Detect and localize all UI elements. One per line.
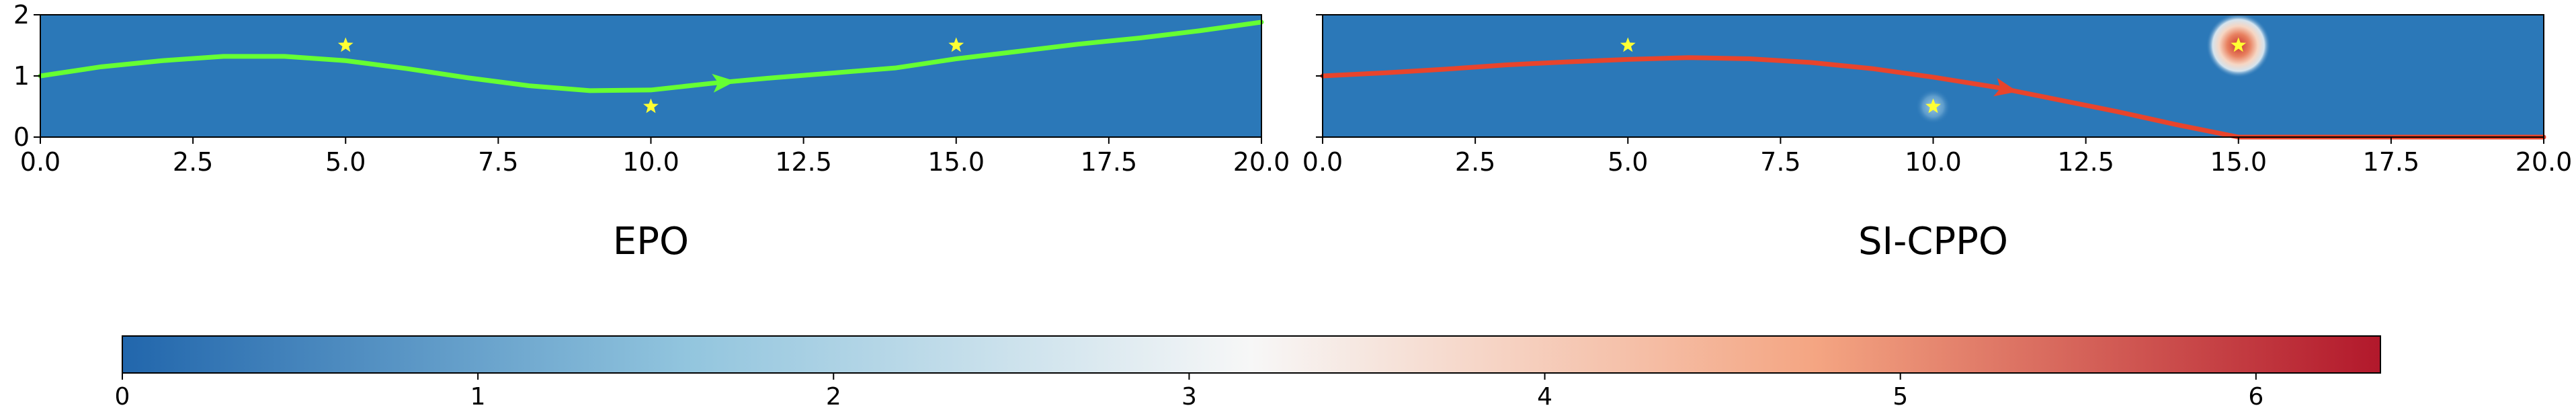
x-tick-label: 15.0 [2210,147,2267,177]
panel-title: SI-CPPO [1858,220,2008,263]
x-tick-label: 7.5 [1760,147,1800,177]
y-tick-label: 2 [13,0,30,30]
goal-star [2231,37,2247,52]
x-tick-label: 2.5 [173,147,213,177]
colorbar-gradient [122,335,2381,374]
colorbar: 0 1 2 3 4 5 6 [115,335,2381,411]
x-tick-label: 12.5 [775,147,832,177]
colorbar-tick-label: 1 [470,383,486,411]
trajectory-arrow [1993,78,2018,97]
y-tick-label: 1 [13,61,30,91]
plot-background [40,15,1261,137]
panel-title: EPO [613,220,689,263]
x-tick-label: 2.5 [1455,147,1495,177]
colorbar-tick-label: 4 [1537,383,1552,411]
goal-star [1620,37,1636,52]
goal-star [337,37,354,52]
x-tick-label: 20.0 [1233,147,1290,177]
x-tick-label: 20.0 [2516,147,2573,177]
x-tick-label: 0.0 [20,147,60,177]
trajectory-line [38,19,1264,93]
x-tick-label: 10.0 [1905,147,1962,177]
panel-epo: 0.0 2.5 5.0 7.5 10.0 12.5 15.0 17.5 20.0 0 1 2 EPO [13,0,1290,263]
colorbar-tick-label: 3 [1181,383,1197,411]
x-tick-label: 15.0 [927,147,985,177]
goal-star [643,98,659,114]
colorbar-tick-label: 6 [2248,383,2263,411]
x-tick-label: 10.0 [622,147,679,177]
panel-si-cppo: 0.0 2.5 5.0 7.5 10.0 12.5 15.0 17.5 20.0 SI-CPPO [1302,13,2573,263]
x-tick-label: 7.5 [478,147,518,177]
x-tick-label: 12.5 [2057,147,2114,177]
x-tick-label: 0.0 [1302,147,1343,177]
x-tick-label: 5.0 [1608,147,1648,177]
goal-star [1925,98,1941,114]
y-tick-label: 0 [13,122,30,152]
x-tick-label: 5.0 [325,147,366,177]
x-tick-label: 17.5 [1081,147,1138,177]
colorbar-tick-label: 5 [1893,383,1908,411]
colorbar-tick-label: 0 [115,383,130,411]
x-tick-label: 17.5 [2363,147,2420,177]
colorbar-tick-label: 2 [826,383,841,411]
goal-star [948,37,964,52]
trajectory-arrow [712,73,736,93]
